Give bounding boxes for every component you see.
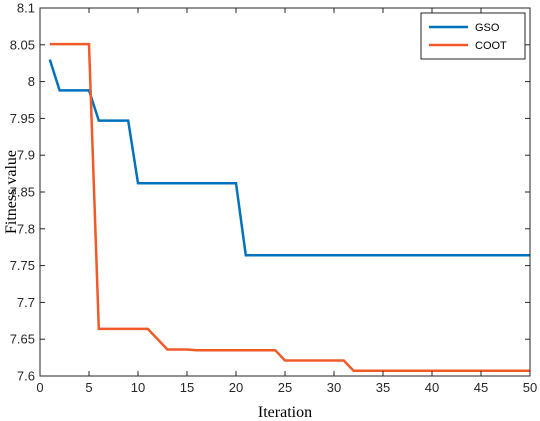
plot-area <box>40 8 530 376</box>
y-tick-label: 8.05 <box>10 37 35 52</box>
y-tick-label: 7.85 <box>10 185 35 200</box>
x-tick-label: 30 <box>327 380 341 395</box>
x-tick-label: 10 <box>131 380 145 395</box>
y-tick-label: 7.7 <box>17 295 35 310</box>
y-tick-label: 8.1 <box>17 1 35 16</box>
legend: GSO COOT <box>420 12 526 60</box>
series-line-coot <box>49 42 530 373</box>
y-tick-label: 7.8 <box>17 221 35 236</box>
x-tick-label: 50 <box>523 380 537 395</box>
x-tick-label: 25 <box>278 380 292 395</box>
legend-box <box>420 12 526 60</box>
series-layer <box>48 42 530 373</box>
x-tick-label: 5 <box>85 380 92 395</box>
y-tick-label: 7.9 <box>17 148 35 163</box>
x-tick-label: 20 <box>229 380 243 395</box>
y-tick-label: 7.6 <box>17 369 35 384</box>
legend-label-coot: COOT <box>475 40 507 52</box>
x-axis-title: Iteration <box>258 404 312 421</box>
y-axis-title: Fitness value <box>3 150 20 234</box>
x-tick-label: 0 <box>36 380 43 395</box>
y-tick-label: 8 <box>28 74 35 89</box>
x-tick-label: 35 <box>376 380 390 395</box>
x-tick-label: 45 <box>474 380 488 395</box>
y-tick-label: 7.95 <box>10 111 35 126</box>
y-tick-label: 7.65 <box>10 332 35 347</box>
ticks-layer: 0 5 10 15 20 25 30 35 40 45 50 7.6 7.65 7.7 7.75 7.8 7.8… <box>10 1 538 396</box>
x-tick-label: 15 <box>180 380 194 395</box>
legend-label-gso: GSO <box>475 22 500 34</box>
y-tick-label: 7.75 <box>10 258 35 273</box>
x-tick-label: 40 <box>425 380 439 395</box>
series-line-gso <box>48 59 530 257</box>
